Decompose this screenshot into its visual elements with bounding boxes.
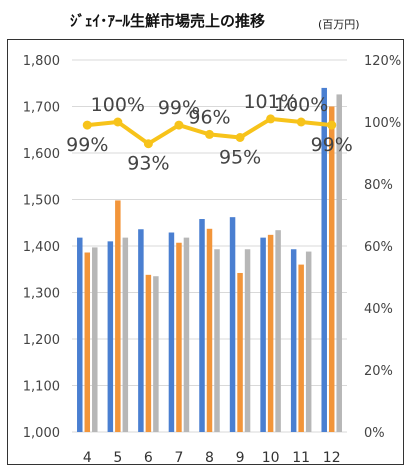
ratio-point	[266, 114, 276, 124]
y-left-tick-label: 1,300	[23, 287, 60, 302]
x-tick-label: 4	[83, 450, 92, 466]
x-tick-label: 9	[236, 450, 245, 466]
x-tick-label: 7	[174, 450, 183, 466]
bar	[214, 249, 220, 432]
bar	[336, 94, 342, 432]
bar	[84, 252, 91, 432]
y-left-tick-label: 1,200	[23, 333, 60, 348]
ratio-data-label: 99%	[311, 134, 353, 156]
bar	[321, 87, 327, 433]
bar	[122, 237, 129, 432]
chart-title: ｼﾞｪｲ･ｱｰﾙ生鮮市場売上の推移	[70, 12, 266, 30]
bar	[260, 237, 266, 432]
ratio-point	[113, 117, 123, 127]
ratio-point	[205, 129, 214, 139]
x-tick-label: 11	[292, 450, 310, 466]
x-tick-label: 5	[113, 450, 122, 466]
bar	[267, 234, 274, 432]
y-left-tick-label: 1,800	[23, 54, 60, 69]
ratio-data-label: 96%	[188, 106, 230, 128]
bar	[290, 249, 297, 432]
bar	[107, 241, 114, 432]
y-left-tick-label: 1,500	[23, 194, 60, 209]
bar	[77, 237, 83, 432]
bar	[328, 106, 335, 432]
y-right-tick-label: 20%	[364, 364, 393, 379]
y-right-tick-label: 40%	[364, 302, 393, 317]
ratio-point	[327, 120, 337, 130]
x-tick-label: 6	[144, 450, 153, 466]
x-tick-label: 10	[262, 450, 280, 466]
ratio-point	[174, 120, 184, 130]
bar	[92, 247, 98, 432]
bar	[145, 274, 152, 432]
bar	[138, 229, 144, 432]
ratio-data-label: 93%	[127, 153, 169, 175]
ratio-data-label: 99%	[158, 97, 200, 119]
bar	[183, 237, 190, 432]
y-right-tick-label: 100%	[364, 116, 401, 131]
bar	[237, 272, 243, 432]
chart-header: ｼﾞｪｲ･ｱｰﾙ生鮮市場売上の推移 (百万円)	[0, 8, 409, 34]
ratio-data-label: 101%	[243, 91, 297, 113]
y-right-tick-label: 80%	[364, 178, 393, 193]
bar	[115, 200, 121, 432]
bar	[275, 230, 281, 432]
ratio-point	[235, 133, 245, 142]
bar	[199, 219, 205, 432]
bar	[229, 217, 236, 432]
x-tick-label: 12	[323, 450, 341, 466]
bar	[298, 264, 304, 432]
bar	[244, 249, 251, 432]
bar	[206, 228, 213, 432]
y-left-tick-label: 1,000	[23, 426, 60, 441]
y-left-tick-label: 1,100	[23, 380, 60, 395]
y-right-tick-label: 0%	[364, 426, 385, 441]
unit-label: (百万円)	[318, 18, 360, 31]
y-left-tick-label: 1,700	[23, 101, 60, 116]
y-left-tick-label: 1,600	[23, 147, 60, 162]
ratio-data-label: 100%	[274, 94, 328, 116]
ratio-data-label: 100%	[91, 94, 145, 116]
bar	[168, 232, 175, 432]
y-right-tick-label: 120%	[364, 54, 401, 69]
bar	[153, 276, 159, 432]
ratio-data-label: 95%	[219, 147, 261, 169]
y-right-tick-label: 60%	[364, 240, 393, 255]
bar	[305, 251, 312, 432]
bar	[176, 242, 182, 432]
ratio-data-label: 99%	[66, 134, 108, 156]
ratio-point	[82, 120, 92, 130]
y-left-tick-label: 1,400	[23, 240, 60, 255]
ratio-point	[296, 117, 306, 127]
ratio-point	[143, 139, 153, 149]
x-tick-label: 8	[205, 450, 214, 466]
